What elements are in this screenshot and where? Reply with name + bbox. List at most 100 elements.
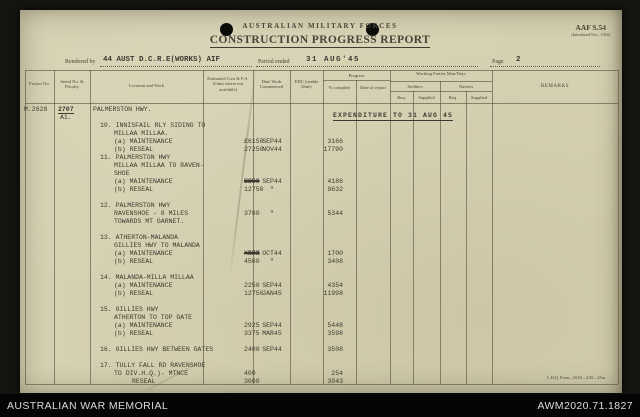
grid-vline	[390, 70, 391, 384]
table-line: (a) MAINTENANCE 2250 5988 SEP44 4186	[20, 178, 622, 186]
rendered-by-label: Rendered by	[65, 59, 96, 65]
line-location: (a) MAINTENANCE	[114, 322, 173, 329]
line-expenditure: 3508	[327, 346, 343, 353]
page-value: 2	[516, 56, 521, 64]
line-expenditure: 1700	[327, 250, 343, 257]
grid-hline	[25, 103, 618, 104]
period-ended-value: 31 AUG'45	[306, 56, 361, 64]
table-line: (a) MAINTENANCE 2250 SEP44 4354	[20, 282, 622, 290]
table-line: TOWARDS MT GARNET.	[20, 218, 622, 226]
line-location: 15. GILLIES HWY	[100, 306, 159, 313]
col-header-date-of-report: Date of report	[360, 85, 386, 90]
col-header-working-parties: Working Parties Man/Days	[416, 71, 466, 76]
line-expenditure: 9632	[327, 186, 343, 193]
line-location: TO DIV.H.Q.)- MTNCE	[114, 370, 189, 377]
line-date: SEP44	[262, 346, 282, 353]
location-heading: PALMERSTON HWY.	[93, 106, 152, 113]
line-expenditure: 254	[331, 370, 343, 377]
table-line: (b) RESEAL 27250 NOV44 17790	[20, 146, 622, 154]
col-header-soldiers: Soldiers	[407, 84, 423, 89]
rendered-by-rule	[100, 66, 252, 67]
col-header-cost: Estimated Cost & F.A. (Omit where not av…	[207, 76, 249, 92]
line-location: 12. PALMERSTON HWY	[100, 202, 171, 209]
line-cost: 3700	[244, 210, 260, 217]
grid-hline	[25, 70, 618, 71]
scanned-document: AUSTRALIAN MILITARY FORCES CONSTRUCTION …	[20, 10, 622, 396]
table-line	[20, 194, 622, 202]
col-header-natives: Natives	[458, 84, 474, 89]
line-date: "	[270, 258, 274, 265]
grid-vline	[203, 70, 204, 384]
line-cost: 2925	[244, 322, 260, 329]
line-location: (a) MAINTENANCE	[114, 282, 173, 289]
line-location: (b) RESEAL	[114, 290, 154, 297]
grid-vline	[25, 70, 26, 384]
line-location: (b) RESEAL	[114, 258, 154, 265]
grid-vline	[90, 70, 91, 384]
grid-vline	[618, 70, 619, 384]
table-line: 14. MALANDA-MILLA MILLAA	[20, 274, 622, 282]
line-location: (a) MAINTENANCE	[114, 178, 173, 185]
line-location: SHOE	[114, 170, 130, 177]
col-header-pct-complete: % complete	[328, 85, 351, 90]
line-cost: 400	[244, 370, 256, 377]
org-title: AUSTRALIAN MILITARY FORCES	[242, 22, 398, 30]
table-line: (a) MAINTENANCE XXXX 900 OCT44 1700	[20, 250, 622, 258]
line-cost: £6150	[244, 138, 264, 145]
line-location: (b) RESEAL	[114, 330, 154, 337]
line-date: MAR45	[262, 330, 282, 337]
line-date: SEP44	[262, 138, 282, 145]
grid-vline	[440, 81, 441, 384]
table-line: (a) MAINTENANCE 2925 SEP44 5448	[20, 322, 622, 330]
line-cost-pre: 2250	[244, 178, 264, 185]
line-cost: 12750	[244, 186, 264, 193]
grid-vline	[323, 70, 324, 384]
table-line: 12. PALMERSTON HWY	[20, 202, 622, 210]
line-cost: 2250	[244, 282, 260, 289]
line-date: JAN45	[262, 290, 282, 297]
line-location: TOWARDS MT GARNET.	[114, 218, 185, 225]
table-line: 15. GILLIES HWY	[20, 306, 622, 314]
line-location: 17. TULLY FALL RD RAVENSHOE	[100, 362, 206, 369]
grid-vline	[492, 70, 493, 384]
period-ended-label: Period ended	[258, 59, 290, 65]
line-date: SEP44	[262, 282, 282, 289]
print-note: L.H.Q. Form—5610—2/45—25m.	[547, 375, 606, 380]
line-location: GILLIES HWY TO MALANDA	[114, 242, 200, 249]
table-line: 13. ATHERTON-MALANDA	[20, 234, 622, 242]
archive-bar: AUSTRALIAN WAR MEMORIAL AWM2020.71.1827	[0, 394, 640, 417]
line-location: (a) MAINTENANCE	[114, 138, 173, 145]
line-expenditure: 3043	[327, 378, 343, 385]
line-location: 10. INNISFAIL RLY SIDING TO	[100, 122, 206, 129]
line-location: 16. GILLIES HWY BETWEEN GATES	[100, 346, 214, 353]
col-header-location: Location and Work	[128, 83, 165, 88]
line-date: SEP44	[262, 322, 282, 329]
line-expenditure: 3166	[327, 138, 343, 145]
col-header-edc: EDC (usable Date)	[294, 79, 319, 90]
table-line: 17. TULLY FALL RD RAVENSHOE	[20, 362, 622, 370]
line-date: NOV44	[262, 146, 282, 153]
table-line: MILLAA MILLAA TO RAVEN-	[20, 162, 622, 170]
serial-no: 2707	[58, 106, 74, 114]
line-location: MILLAA MILLAA.	[114, 130, 169, 137]
table-line	[20, 298, 622, 306]
line-expenditure: 3408	[327, 258, 343, 265]
form-number-note: (Introduced Nov., 1944)	[571, 32, 610, 37]
line-location: 13. ATHERTON-MALANDA	[100, 234, 179, 241]
line-expenditure: 11998	[323, 290, 343, 297]
table-line: (b) RESEAL 12750 " 9632	[20, 186, 622, 194]
table-line: MILLAA MILLAA.	[20, 130, 622, 138]
line-expenditure: 4354	[327, 282, 343, 289]
line-date: SEP44	[262, 178, 282, 185]
table-line	[20, 338, 622, 346]
line-location: ATHERTON TO TOP GATE	[114, 314, 193, 321]
col-header-natives-supplied: Supplied	[470, 95, 488, 100]
col-header-remarks: REMARKS	[540, 84, 570, 89]
col-header-commenced: Date Work Commenced	[259, 79, 284, 90]
line-location: (a) MAINTENANCE	[114, 250, 173, 257]
line-cost-strike: XXXX	[244, 250, 260, 257]
table-line	[20, 226, 622, 234]
grid-vline	[466, 91, 467, 384]
table-line: TO DIV.H.Q.)- MTNCE 400 254	[20, 370, 622, 378]
grid-vline	[54, 70, 55, 384]
